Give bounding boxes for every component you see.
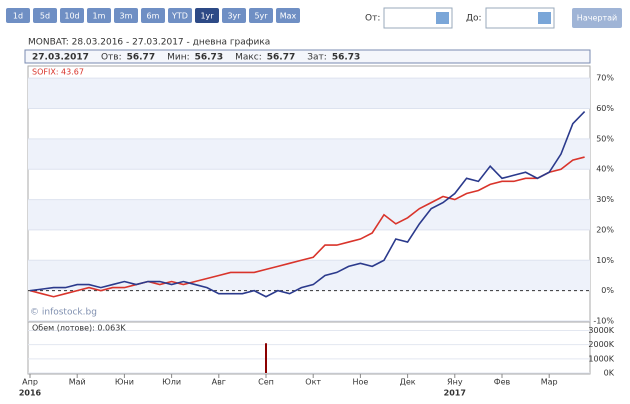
y-tick-label: 40% [596, 165, 614, 174]
y-tick-label: 60% [596, 104, 614, 113]
to-input[interactable] [485, 7, 555, 29]
range-label[interactable]: Max [280, 12, 297, 21]
info-date: 27.03.2017 [32, 53, 89, 63]
range-button[interactable] [6, 8, 30, 23]
series-line [29, 110, 586, 298]
info-close-label: Зат: [307, 53, 327, 63]
calendar-icon[interactable] [436, 12, 449, 24]
x-tick-label: Мар [541, 378, 558, 387]
range-label[interactable]: 5yr [254, 12, 268, 21]
range-label[interactable]: 3m [120, 12, 133, 21]
range-button[interactable] [168, 8, 192, 23]
x-tick-label: Май [69, 378, 86, 387]
info-open-label: Отв: [101, 53, 122, 63]
legend-entry: SOFIX: 43.67 [32, 68, 84, 77]
y-tick-label: 50% [596, 134, 614, 143]
info-open: 56.77 [127, 53, 155, 63]
x-tick-label: Сеп [258, 378, 274, 387]
volume-title: Обем (лотове): 0.063K [32, 324, 126, 333]
y-tick-label: -10% [593, 317, 614, 326]
y-tick-label: 10% [596, 256, 614, 265]
range-button[interactable] [249, 8, 273, 23]
y-tick-label: 1000K [588, 354, 614, 363]
x-tick-label: Авг [212, 378, 226, 387]
range-button[interactable] [276, 8, 300, 23]
info-high-label: Макс: [235, 53, 262, 63]
from-label: От: [365, 14, 380, 24]
y-tick-label: 2000K [588, 340, 614, 349]
info-low: 56.73 [195, 53, 223, 63]
range-label[interactable]: YTD [171, 12, 188, 21]
range-label[interactable]: 1yr [200, 12, 214, 21]
y-tick-label: 0K [604, 369, 615, 378]
y-tick-label: 30% [596, 195, 614, 204]
x-tick-label: Юли [162, 378, 181, 387]
header-title: MONBAT: 28.03.2016 - 27.03.2017 - дневна… [28, 38, 270, 48]
y-tick-label: 3000K [588, 326, 614, 335]
info-box [24, 49, 591, 64]
range-label[interactable]: 1d [13, 12, 23, 21]
calendar-icon[interactable] [538, 12, 551, 24]
range-button[interactable] [114, 8, 138, 23]
submit-text[interactable]: Начертай [577, 14, 617, 23]
range-button[interactable] [222, 8, 246, 23]
volume-frame [27, 321, 591, 375]
range-button[interactable] [87, 8, 111, 23]
y-tick-label: 20% [596, 225, 614, 234]
watermark: © infostock.bg [30, 308, 97, 318]
y-tick-label: 70% [596, 74, 614, 83]
x-year-label: 2017 [444, 389, 466, 398]
x-year-label: 2016 [19, 389, 42, 398]
series-line [29, 156, 585, 298]
info-high: 56.77 [267, 53, 295, 63]
x-tick-label: Яну [447, 378, 463, 387]
range-label[interactable]: 1m [93, 12, 106, 21]
grid-band [28, 199, 590, 230]
range-label[interactable]: 6m [147, 12, 160, 21]
range-button[interactable] [33, 8, 57, 23]
info-low-label: Мин: [167, 53, 190, 63]
from-input[interactable] [383, 7, 453, 29]
y-tick-label: 0% [601, 286, 614, 295]
submit-button[interactable] [572, 8, 622, 28]
x-tick-label: Окт [305, 378, 321, 387]
range-label[interactable]: 5d [40, 12, 50, 21]
to-label: До: [466, 14, 482, 24]
x-tick-label: Фев [494, 378, 511, 387]
x-tick-label: Ное [352, 378, 368, 387]
range-button[interactable] [60, 8, 84, 23]
info-close: 56.73 [332, 53, 360, 63]
x-tick-label: Апр [22, 378, 38, 387]
x-tick-label: Дек [400, 378, 416, 387]
x-tick-label: Юни [115, 378, 134, 387]
range-button[interactable] [141, 8, 165, 23]
range-button[interactable] [195, 8, 219, 23]
volume-bar [265, 343, 267, 373]
grid-band [28, 138, 590, 170]
range-label[interactable]: 3yr [227, 12, 241, 21]
range-label[interactable]: 10d [64, 12, 79, 21]
grid-band [28, 78, 590, 109]
